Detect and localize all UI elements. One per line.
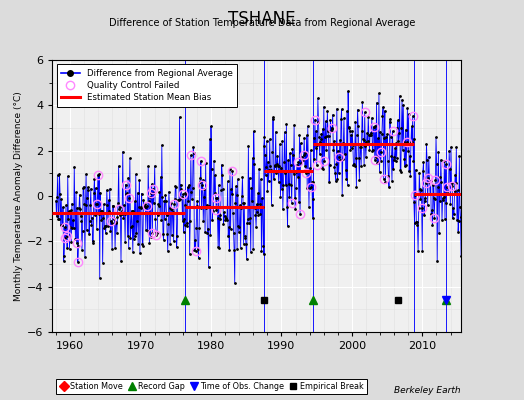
Text: Berkeley Earth: Berkeley Earth [395,386,461,395]
Legend: Difference from Regional Average, Quality Control Failed, Estimated Station Mean: Difference from Regional Average, Qualit… [57,64,237,107]
Text: TSHANE: TSHANE [228,10,296,28]
Text: Difference of Station Temperature Data from Regional Average: Difference of Station Temperature Data f… [109,18,415,28]
Y-axis label: Monthly Temperature Anomaly Difference (°C): Monthly Temperature Anomaly Difference (… [14,91,23,301]
Legend: Station Move, Record Gap, Time of Obs. Change, Empirical Break: Station Move, Record Gap, Time of Obs. C… [57,378,367,394]
